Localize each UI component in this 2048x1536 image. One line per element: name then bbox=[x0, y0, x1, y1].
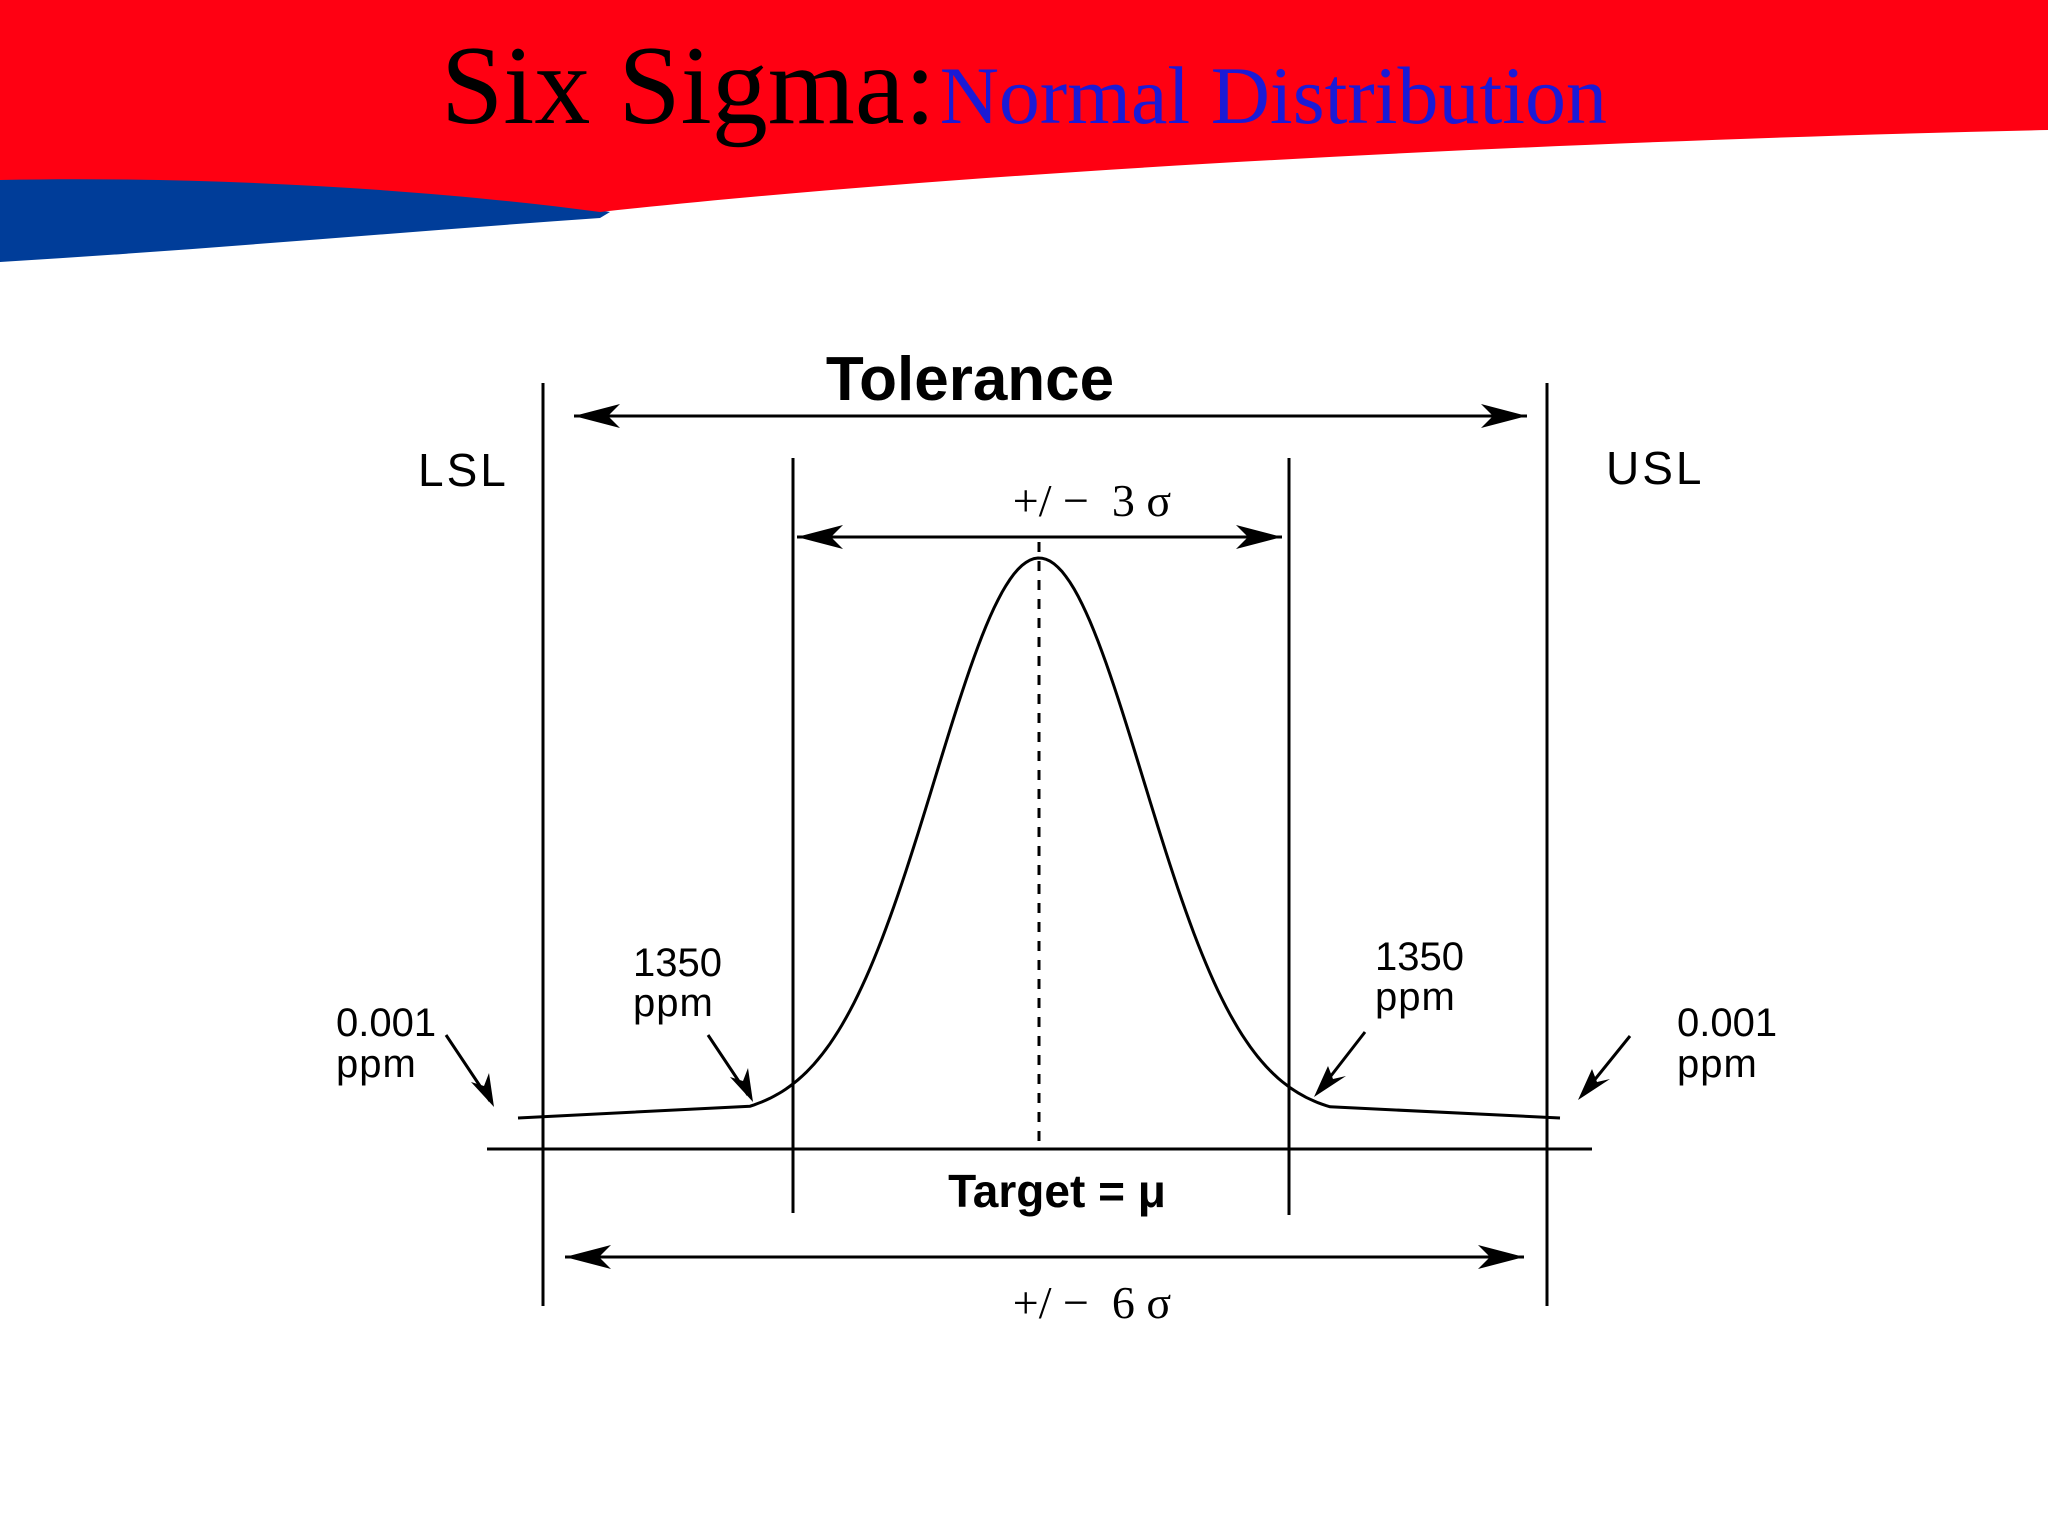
usl-label: USL bbox=[1606, 442, 1704, 494]
tolerance-arrow bbox=[574, 404, 1527, 428]
slide-title: Six Sigma: Normal Distribution bbox=[0, 22, 2048, 151]
left-inner-unit: ppm bbox=[633, 981, 714, 1025]
bell-curve bbox=[517, 556, 1561, 1120]
right-outer-arrow bbox=[1578, 1035, 1632, 1100]
banner-red-band bbox=[0, 0, 2048, 212]
three-sigma-arrow bbox=[797, 525, 1282, 549]
tolerance-label: Tolerance bbox=[826, 345, 1114, 414]
banner-blue-wedge bbox=[0, 176, 610, 262]
right-inner-value: 1350 bbox=[1375, 935, 1464, 979]
left-outer-value: 0.001 bbox=[336, 1001, 436, 1045]
right-outer-unit: ppm bbox=[1677, 1042, 1758, 1086]
six-sigma-arrow bbox=[565, 1245, 1524, 1269]
title-subtitle: Normal Distribution bbox=[939, 50, 1608, 141]
left-inner-value: 1350 bbox=[633, 941, 722, 985]
six-sigma-label: +/ − 6 σ bbox=[1013, 1277, 1172, 1328]
left-inner-arrow bbox=[706, 1034, 753, 1102]
lsl-label: LSL bbox=[418, 444, 509, 496]
right-outer-value: 0.001 bbox=[1677, 1001, 1777, 1045]
left-outer-arrow bbox=[444, 1034, 494, 1107]
left-outer-unit: ppm bbox=[336, 1042, 417, 1086]
right-inner-unit: ppm bbox=[1375, 975, 1456, 1019]
title-banner bbox=[0, 0, 2048, 262]
right-inner-arrow bbox=[1314, 1031, 1367, 1097]
title-main: Six Sigma: bbox=[440, 24, 936, 148]
target-label: Target = μ bbox=[948, 1165, 1166, 1217]
three-sigma-label: +/ − 3 σ bbox=[1013, 475, 1172, 526]
